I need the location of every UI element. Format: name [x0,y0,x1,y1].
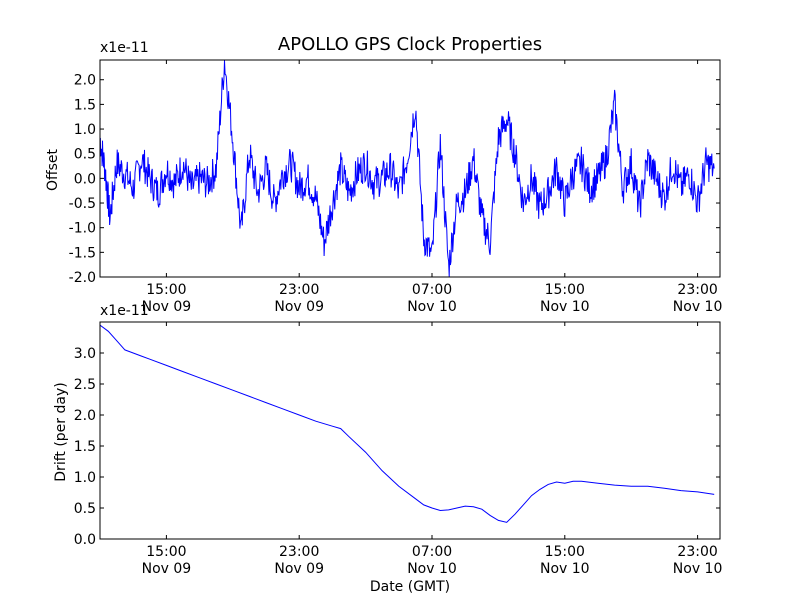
offset-plot-frame [99,59,721,278]
drift-plot-frame [99,321,721,540]
drift-y-tick-label: 1.5 [74,439,96,455]
drift-y-tick-label: 3.0 [74,346,96,362]
drift-x-tick-time: 23:00 [677,544,717,560]
drift-y-tick-label: 1.0 [74,470,96,486]
offset-y-tick-label: -1.5 [69,245,96,261]
drift-x-tick-time: 15:00 [545,544,585,560]
offset-y-tick-label: 0.5 [74,147,96,163]
offset-x-tick-date: Nov 09 [142,299,192,315]
drift-x-tick-date: Nov 09 [142,561,192,577]
drift-x-tick-time: 15:00 [146,544,186,560]
offset-y-tick-label: -0.5 [69,196,96,212]
offset-y-tick-label: 1.5 [74,97,96,113]
drift-x-tick-time: 23:00 [279,544,319,560]
offset-x-tick-time: 23:00 [677,282,717,298]
offset-plot: x1e-11 Offset -2.0 -1.5 -1.0 -0.5 0.0 0.5 1.0 1… [45,40,722,315]
offset-x-tick-time: 23:00 [279,282,319,298]
drift-y-tick-label: 2.0 [74,408,96,424]
offset-y-tick-label: 0.0 [74,171,96,187]
drift-x-tick-date: Nov 10 [407,561,457,577]
offset-y-tick-label: -2.0 [69,270,96,286]
offset-y-tick-label: -1.0 [69,221,96,237]
drift-x-axis-label: Date (GMT) [370,579,450,595]
drift-y-tick-label: 2.5 [74,377,96,393]
drift-x-tick-date: Nov 10 [673,561,723,577]
offset-x-tick-date: Nov 10 [407,299,457,315]
drift-series-line [99,324,715,523]
chart-title: APOLLO GPS Clock Properties [278,34,542,55]
drift-exponent-label: x1e-11 [100,303,149,319]
offset-y-axis-label: Offset [45,148,61,191]
drift-plot: x1e-11 Drift (per day) 0.0 0.5 1.0 1.5 2.0 2.… [53,303,722,595]
offset-y-tick-label: 1.0 [74,122,96,138]
drift-x-tick-time: 07:00 [412,544,452,560]
drift-y-tick-label: 0.5 [74,501,96,517]
drift-x-tick-date: Nov 10 [540,561,590,577]
offset-series-line [99,60,715,277]
offset-exponent-label: x1e-11 [100,40,149,56]
offset-x-tick-time: 15:00 [545,282,585,298]
offset-x-tick-date: Nov 09 [274,299,324,315]
offset-x-tick-time: 15:00 [146,282,186,298]
drift-y-axis-label: Drift (per day) [53,382,69,481]
offset-x-tick-date: Nov 10 [673,299,723,315]
offset-y-tick-label: 2.0 [74,73,96,89]
drift-x-tick-date: Nov 09 [274,561,324,577]
offset-x-tick-time: 07:00 [412,282,452,298]
drift-y-tick-label: 0.0 [74,532,96,548]
offset-x-tick-date: Nov 10 [540,299,590,315]
